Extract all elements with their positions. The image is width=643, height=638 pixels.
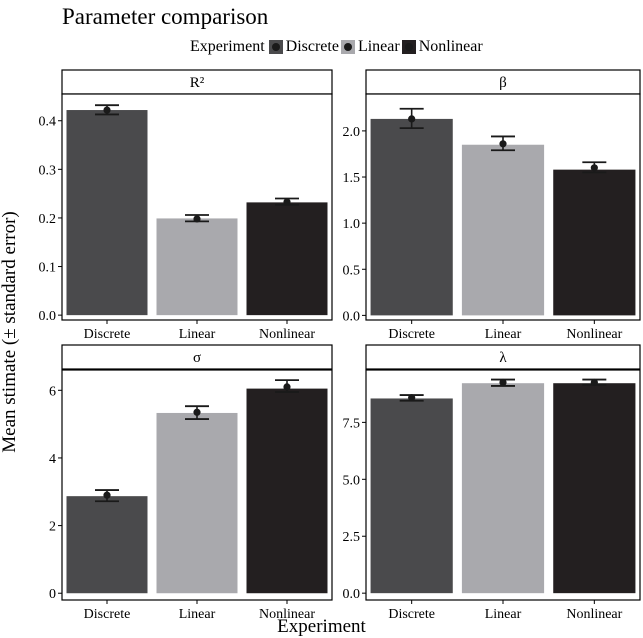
facet-2-bar-linear [461, 144, 545, 316]
facet-3-strip [61, 344, 333, 370]
facet-1-strip-label: R² [190, 75, 205, 91]
facet-3-x-tick-label-linear: Linear [179, 607, 216, 622]
legend-item-discrete: Discrete [268, 38, 339, 56]
facet-3-strip-label: σ [193, 350, 201, 366]
facet-1-x-tick-label-nonlinear: Nonlinear [259, 327, 315, 342]
y-axis-label: Mean stimate (± standard error) [0, 211, 20, 453]
x-axis-label: Experiment [277, 616, 366, 637]
facet-2-point-discrete [408, 115, 416, 123]
facet-4-y-tick-label: 7.5 [343, 416, 361, 431]
facet-4-y-tick-label: 0.0 [343, 587, 361, 602]
facet-3-bar-linear [156, 412, 238, 594]
facet-1-y-tick-label: 0.0 [39, 309, 57, 324]
facet-3-x-tick-label-discrete: Discrete [84, 607, 131, 622]
facet-4-point-discrete [408, 394, 416, 402]
facet-3-bar-discrete [66, 496, 148, 594]
facet-2-point-nonlinear [590, 164, 598, 172]
facet-panel-4: λ 0.0 2.5 5.0 7.5 Discrete Linear Nonlinear [343, 344, 641, 622]
facet-4-x-tick-label-linear: Linear [485, 607, 522, 622]
facet-3-point-linear [193, 408, 201, 416]
facet-3-x-tick-label-nonlinear: Nonlinear [259, 607, 315, 622]
facet-4-x-tick-label-nonlinear: Nonlinear [566, 607, 622, 622]
facet-2-x-tick-label-discrete: Discrete [388, 327, 435, 342]
facet-3-y-tick-label: 0 [49, 587, 56, 602]
facet-4-bar-linear [461, 383, 545, 594]
facet-1-strip [61, 69, 333, 95]
facet-4-y-tick-label: 2.5 [343, 530, 361, 545]
facet-1-bar-nonlinear [246, 202, 328, 316]
facet-3-y-tick-label: 2 [49, 520, 56, 535]
facet-1-point-discrete [103, 106, 111, 114]
facet-1-x-tick-label-linear: Linear [179, 327, 216, 342]
legend-swatch-nonlinear [401, 40, 416, 54]
facet-2-x-tick-label-linear: Linear [485, 327, 522, 342]
facet-1-point-linear [193, 215, 201, 223]
legend-swatch-discrete [268, 40, 283, 54]
facet-2-bar-nonlinear [553, 169, 636, 316]
facet-4-y-tick-label: 5.0 [343, 473, 361, 488]
legend-item-linear: Linear [340, 38, 400, 56]
facet-2-bar-discrete [370, 118, 453, 316]
facet-3-point-discrete [103, 491, 111, 499]
facet-3-bar-nonlinear [246, 388, 328, 594]
facet-1-x-tick-label-discrete: Discrete [84, 327, 131, 342]
facet-1-point-nonlinear [283, 198, 291, 206]
facet-2-x-tick-label-nonlinear: Nonlinear [566, 327, 622, 342]
facet-3-y-tick-label: 6 [49, 384, 56, 399]
facet-panel-3: σ 0 2 4 6 Discrete Linear Nonlinear [49, 344, 333, 622]
legend: Experiment Discrete Linear Nonlinear [190, 36, 485, 58]
facet-2-point-linear [499, 140, 507, 148]
facet-2-y-tick-label: 1.5 [343, 171, 361, 186]
chart-title: Parameter comparison [62, 4, 269, 29]
facet-2-y-tick-label: 0.5 [343, 263, 361, 278]
facet-1-bar-linear [156, 218, 238, 316]
legend-label-discrete: Discrete [285, 38, 339, 55]
legend-title: Experiment [190, 38, 265, 55]
legend-item-nonlinear: Nonlinear [401, 38, 483, 56]
facet-2-strip-label: β [499, 75, 507, 91]
facet-4-bar-discrete [370, 398, 453, 594]
legend-label-linear: Linear [357, 38, 400, 55]
facet-1-y-tick-label: 0.4 [39, 115, 57, 130]
facet-4-strip-label: λ [499, 350, 507, 366]
facet-2-y-tick-label: 2.0 [343, 125, 361, 140]
facet-panel-1: R² 0.0 0.1 0.2 0.3 0.4 Discrete Linear Nonlinear [39, 69, 333, 342]
legend-label-nonlinear: Nonlinear [418, 38, 483, 55]
facet-1-y-tick-label: 0.1 [39, 261, 57, 276]
facet-4-bar-nonlinear [553, 383, 636, 594]
facet-2-y-tick-label: 0.0 [343, 309, 361, 324]
facet-1-y-tick-label: 0.2 [39, 212, 57, 227]
facet-3-y-tick-label: 4 [49, 452, 56, 467]
legend-swatch-linear [340, 40, 355, 54]
facet-4-x-tick-label-discrete: Discrete [388, 607, 435, 622]
facet-4-point-linear [499, 378, 507, 387]
facet-1-y-tick-label: 0.3 [39, 163, 57, 178]
facet-panel-2: β 0.0 0.5 1.0 1.5 2.0 Discrete Linear Nonlinear [343, 69, 641, 342]
facet-4-point-nonlinear [590, 378, 598, 387]
facet-2-y-tick-label: 1.0 [343, 217, 361, 232]
facet-4-strip [365, 344, 641, 370]
facet-2-strip [365, 69, 641, 95]
facet-1-bar-discrete [66, 110, 148, 316]
facet-3-point-nonlinear [283, 383, 291, 391]
